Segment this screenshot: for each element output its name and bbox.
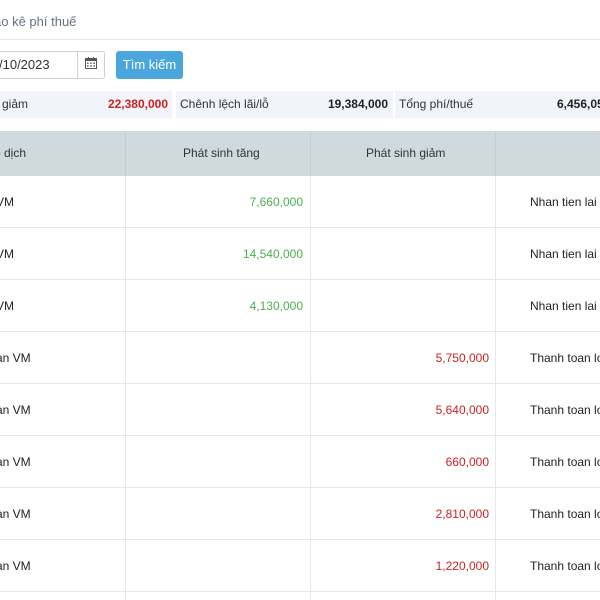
cell-note: Thanh toan lo	[530, 507, 600, 521]
summary-total-fees: Tổng phí/thuế 6,456,05	[395, 91, 600, 118]
summary-label: Chênh lệch lãi/lỗ	[180, 97, 269, 111]
table-header: o dịch Phát sinh tăng Phát sinh giảm	[0, 131, 600, 176]
table-row[interactable]: VM 14,540,000 Nhan tien lai V	[0, 228, 600, 280]
cell-increase: 7,660,000	[249, 195, 303, 209]
cell-decrease: 2,810,000	[435, 507, 489, 521]
cell-description: VM	[0, 299, 14, 313]
transactions-table: o dịch Phát sinh tăng Phát sinh giảm VM 7…	[0, 131, 600, 592]
summary-value: 19,384,000	[327, 97, 388, 111]
cell-description: an VM	[0, 455, 31, 469]
column-divider	[310, 131, 311, 176]
column-divider	[310, 176, 311, 600]
cell-decrease: 5,750,000	[435, 351, 489, 365]
date-input[interactable]: /10/2023	[0, 51, 77, 79]
cell-description: VM	[0, 247, 14, 261]
table-row[interactable]: an VM 1,220,000 Thanh toan lo	[0, 540, 600, 592]
calendar-icon	[85, 56, 97, 74]
page-title: ao kê phí thuế	[0, 14, 77, 29]
cell-description: VM	[0, 195, 14, 209]
cell-description: an VM	[0, 403, 31, 417]
cell-note: Nhan tien lai V	[530, 247, 600, 261]
cell-note: Thanh toan lo	[530, 351, 600, 365]
cell-increase: 4,130,000	[249, 299, 303, 313]
summary-profit-loss: Chênh lệch lãi/lỗ 19,384,000	[176, 91, 393, 118]
cell-description: an VM	[0, 351, 31, 365]
table-row[interactable]: an VM 660,000 Thanh toan lo	[0, 436, 600, 488]
cell-note: Thanh toan lo	[530, 559, 600, 573]
cell-note: Thanh toan lo	[530, 455, 600, 469]
table-row[interactable]: an VM 5,750,000 Thanh toan lo	[0, 332, 600, 384]
table-row[interactable]: an VM 2,810,000 Thanh toan lo	[0, 488, 600, 540]
summary-label: Tổng phí/thuế	[399, 97, 474, 111]
page-header: ao kê phí thuế	[0, 0, 600, 40]
cell-decrease: 1,220,000	[435, 559, 489, 573]
table-row[interactable]: VM 4,130,000 Nhan tien lai V	[0, 280, 600, 332]
column-divider	[125, 131, 126, 176]
cell-increase: 14,540,000	[242, 247, 303, 261]
column-header-transaction: o dịch	[0, 146, 27, 160]
summary-value: 6,456,05	[557, 97, 600, 111]
summary-label: n giảm	[0, 97, 29, 111]
table-row[interactable]: VM 7,660,000 Nhan tien lai V	[0, 176, 600, 228]
cell-note: Thanh toan lo	[530, 403, 600, 417]
cell-note: Nhan tien lai V	[530, 299, 600, 313]
summary-total-decrease: n giảm 22,380,000	[0, 91, 172, 118]
search-button[interactable]: Tìm kiếm	[116, 51, 183, 79]
column-divider	[125, 176, 126, 600]
summary-value: 22,380,000	[107, 97, 168, 111]
cell-description: an VM	[0, 559, 31, 573]
search-bar: /10/2023 Tìm kiếm	[0, 51, 600, 79]
cell-note: Nhan tien lai V	[530, 195, 600, 209]
column-divider	[495, 176, 496, 600]
calendar-button[interactable]	[77, 51, 105, 79]
table-body: VM 7,660,000 Nhan tien lai V VM 14,540,000 Nh…	[0, 176, 600, 592]
column-header-increase: Phát sinh tăng	[183, 146, 260, 160]
table-row[interactable]: an VM 5,640,000 Thanh toan lo	[0, 384, 600, 436]
cell-description: an VM	[0, 507, 31, 521]
column-header-decrease: Phát sinh giảm	[366, 146, 446, 160]
column-divider	[495, 131, 496, 176]
cell-decrease: 5,640,000	[435, 403, 489, 417]
cell-decrease: 660,000	[445, 455, 489, 469]
